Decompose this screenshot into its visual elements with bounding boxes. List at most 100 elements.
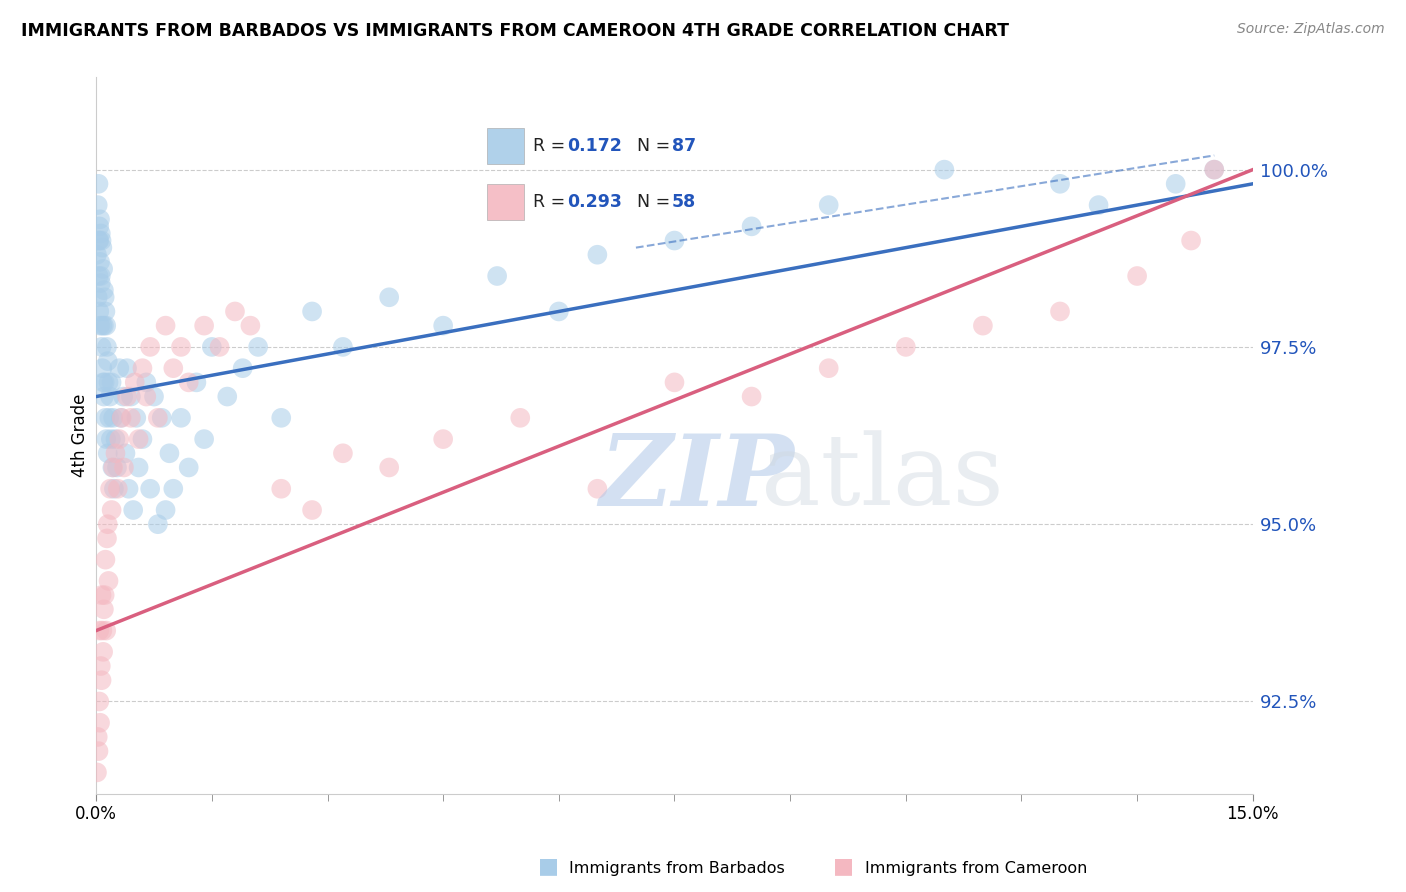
Point [586, 482, 609, 496]
Point [432, 432, 454, 446]
Point [247, 340, 270, 354]
Point [117, 482, 139, 496]
Text: Immigrants from Barbados: Immigrants from Barbados [569, 861, 785, 876]
Point [108, 361, 131, 376]
Point [159, 446, 181, 460]
Text: Immigrants from Cameroon: Immigrants from Cameroon [865, 861, 1087, 876]
Point [1180, 234, 1202, 248]
Point [97, 574, 120, 588]
Point [93, 290, 115, 304]
Point [96, 532, 118, 546]
Point [98, 390, 121, 404]
Point [124, 376, 146, 390]
Point [894, 340, 917, 354]
Point [143, 390, 166, 404]
Point [1204, 162, 1226, 177]
Point [208, 340, 231, 354]
Point [89, 219, 111, 234]
Point [108, 432, 131, 446]
Point [131, 432, 153, 446]
Point [120, 390, 142, 404]
Y-axis label: 4th Grade: 4th Grade [72, 394, 89, 477]
Point [93, 376, 115, 390]
Point [217, 390, 239, 404]
Point [96, 340, 118, 354]
Point [1126, 268, 1149, 283]
Text: Source: ZipAtlas.com: Source: ZipAtlas.com [1237, 22, 1385, 37]
Point [93, 390, 115, 404]
Point [87, 198, 110, 212]
Point [122, 503, 145, 517]
Point [93, 588, 115, 602]
Point [87, 268, 110, 283]
Point [91, 261, 114, 276]
Point [547, 304, 569, 318]
Point [91, 318, 114, 333]
Point [150, 410, 173, 425]
Point [378, 460, 401, 475]
Point [1049, 177, 1071, 191]
Point [91, 645, 114, 659]
Point [101, 460, 124, 475]
Point [93, 283, 115, 297]
Point [96, 624, 118, 638]
Point [378, 290, 401, 304]
Point [97, 376, 120, 390]
Point [98, 410, 121, 425]
Point [89, 318, 111, 333]
Point [146, 517, 169, 532]
Point [162, 361, 184, 376]
Point [96, 318, 118, 333]
Point [94, 552, 117, 566]
Point [193, 318, 215, 333]
Point [135, 390, 157, 404]
Point [1049, 304, 1071, 318]
Point [90, 234, 112, 248]
Point [90, 673, 112, 688]
Point [100, 376, 122, 390]
Point [90, 268, 112, 283]
Point [120, 410, 142, 425]
Point [100, 432, 122, 446]
Point [432, 318, 454, 333]
Point [89, 212, 111, 227]
Point [139, 340, 162, 354]
Text: ■: ■ [538, 856, 558, 876]
Point [817, 198, 839, 212]
Point [90, 659, 112, 673]
Point [87, 234, 110, 248]
Point [87, 730, 110, 744]
Point [89, 234, 111, 248]
Point [87, 177, 110, 191]
Point [107, 482, 129, 496]
Point [128, 460, 150, 475]
Point [87, 744, 110, 758]
Point [232, 361, 254, 376]
Point [301, 304, 323, 318]
Point [114, 446, 136, 460]
Point [91, 376, 114, 390]
Point [115, 390, 138, 404]
Point [131, 361, 153, 376]
Point [741, 219, 763, 234]
Point [91, 624, 114, 638]
Text: IMMIGRANTS FROM BARBADOS VS IMMIGRANTS FROM CAMEROON 4TH GRADE CORRELATION CHART: IMMIGRANTS FROM BARBADOS VS IMMIGRANTS F… [21, 22, 1010, 40]
Point [201, 340, 224, 354]
Point [177, 460, 200, 475]
Point [104, 432, 127, 446]
Point [162, 482, 184, 496]
Point [332, 446, 354, 460]
Point [87, 290, 110, 304]
Point [97, 517, 120, 532]
Point [93, 602, 115, 616]
Point [664, 234, 686, 248]
Point [94, 410, 117, 425]
Point [93, 318, 115, 333]
Point [1087, 198, 1109, 212]
Point [270, 482, 292, 496]
Point [91, 241, 114, 255]
Point [239, 318, 262, 333]
Point [101, 410, 124, 425]
Point [193, 432, 215, 446]
Point [817, 361, 839, 376]
